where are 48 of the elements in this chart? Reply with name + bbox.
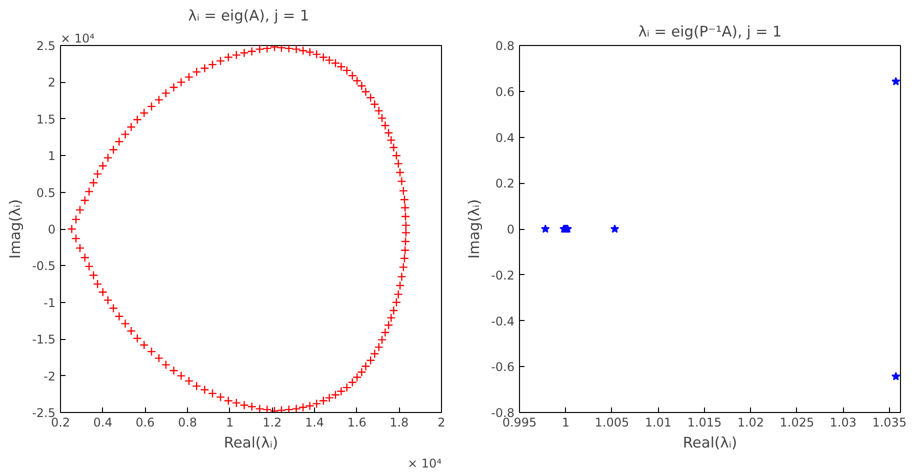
x-axis-title: Real(λᵢ) bbox=[224, 434, 278, 452]
y-tick-label: 2.5 bbox=[36, 39, 56, 53]
y-axis-title: Imag(λᵢ) bbox=[7, 199, 24, 259]
x-tick-label: 1.4 bbox=[304, 416, 324, 430]
x-tick-label: 1.2 bbox=[262, 416, 282, 430]
y-tick-label: 0.2 bbox=[495, 176, 515, 191]
x-tick-label: 0.995 bbox=[502, 416, 537, 430]
x-tick-label: 1.005 bbox=[594, 416, 630, 430]
x-tick-label: 1.035 bbox=[872, 416, 907, 430]
x-axis-title: Real(λᵢ) bbox=[682, 434, 738, 452]
y-tick-label: 2 bbox=[48, 76, 56, 90]
y-tick-label: 0.5 bbox=[36, 186, 56, 200]
x-tick-label: 1.6 bbox=[347, 416, 366, 430]
y-tick-label: -2 bbox=[44, 369, 56, 384]
y-tick-label: 0 bbox=[48, 222, 56, 236]
x-tick-label: 2 bbox=[438, 416, 446, 430]
x-tick-label: 0.4 bbox=[93, 416, 112, 430]
x-tick-label: 1.015 bbox=[687, 416, 722, 430]
y-tick-label: 0.6 bbox=[495, 84, 515, 99]
x-tick-label: 1.02 bbox=[737, 416, 764, 430]
chart-title: λᵢ = eig(P⁻¹A), j = 1 bbox=[638, 24, 782, 40]
y-tick-label: 1 bbox=[48, 149, 56, 164]
y-axis-title: Imag(λᵢ) bbox=[466, 199, 484, 259]
point bbox=[891, 76, 900, 86]
y-tick-label: 0 bbox=[506, 222, 515, 236]
point bbox=[891, 372, 900, 380]
y-tick-label: -0.2 bbox=[491, 268, 515, 282]
text: × 10⁴ bbox=[60, 32, 95, 46]
text: × 10⁴ bbox=[408, 456, 442, 470]
x-tick-label: 0.8 bbox=[178, 416, 198, 430]
y-tick-label: -0.6 bbox=[491, 360, 515, 374]
x-tick-label: 0.6 bbox=[136, 416, 155, 430]
y-tick-label: -0.5 bbox=[32, 259, 56, 274]
y-tick-label: -0.4 bbox=[491, 314, 515, 328]
x-tick-label: 1.03 bbox=[830, 416, 857, 430]
x-tick-label: 1 bbox=[226, 416, 234, 430]
point bbox=[610, 224, 620, 233]
point bbox=[540, 224, 550, 233]
y-tick-label: 0.4 bbox=[495, 130, 515, 145]
x-tick-label: 1 bbox=[562, 416, 570, 430]
y-tick-label: 1.5 bbox=[36, 112, 56, 126]
x-tick-label: 1.025 bbox=[780, 416, 814, 430]
x-tick-label: 1.01 bbox=[644, 416, 672, 430]
chart-title: λᵢ = eig(A), j = 1 bbox=[188, 8, 310, 24]
y-tick-label: -1.5 bbox=[32, 332, 56, 347]
x-tick-label: 1.8 bbox=[390, 416, 409, 430]
y-tick-label: 0.8 bbox=[495, 39, 515, 53]
y-tick-label: -1 bbox=[44, 296, 56, 310]
